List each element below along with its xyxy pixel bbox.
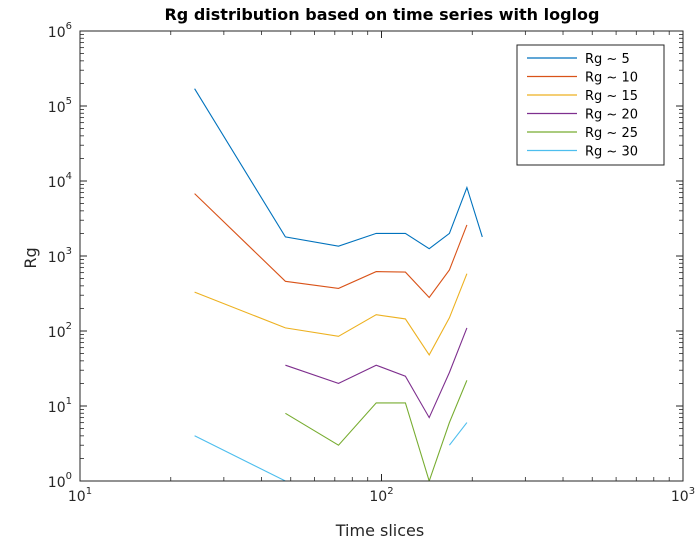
x-tick-label: 101 [68, 486, 92, 505]
y-tick-label: 106 [48, 21, 72, 41]
chart-title: Rg distribution based on time series wit… [164, 5, 599, 24]
series-line-6 [194, 435, 406, 481]
x-axis-label: Time slices [335, 521, 424, 540]
y-tick-label: 104 [48, 171, 72, 191]
series-lines [194, 88, 483, 481]
series-line-2 [194, 193, 468, 299]
x-tick-label: 102 [369, 486, 393, 505]
legend: Rg ~ 5 Rg ~ 10 Rg ~ 15 Rg ~ 20 Rg ~ 25 Rg ~ 3… [516, 44, 665, 166]
series-line-6 [448, 422, 468, 446]
legend-entry: Rg ~ 25 [585, 126, 638, 141]
minor-ticks [80, 31, 683, 481]
axes-box [79, 30, 684, 482]
legend-entry: Rg ~ 15 [585, 89, 638, 104]
y-tick-label: 103 [48, 246, 72, 266]
legend-entry: Rg ~ 5 [585, 52, 630, 67]
y-tick-label: 101 [48, 396, 72, 416]
legend-entry: Rg ~ 20 [585, 108, 638, 123]
series-line-5 [285, 380, 468, 481]
y-tick-label: 105 [48, 96, 72, 116]
series-line-3 [194, 273, 468, 356]
y-tick-label: 100 [48, 471, 72, 491]
legend-entry: Rg ~ 30 [585, 145, 638, 160]
y-tick-label: 102 [48, 321, 72, 341]
series-line-1 [194, 88, 483, 250]
legend-box [516, 44, 665, 166]
y-axis-label: Rg [21, 247, 40, 268]
x-tick-label: 103 [671, 486, 695, 505]
series-line-4 [285, 327, 468, 419]
legend-entry: Rg ~ 10 [585, 71, 638, 86]
